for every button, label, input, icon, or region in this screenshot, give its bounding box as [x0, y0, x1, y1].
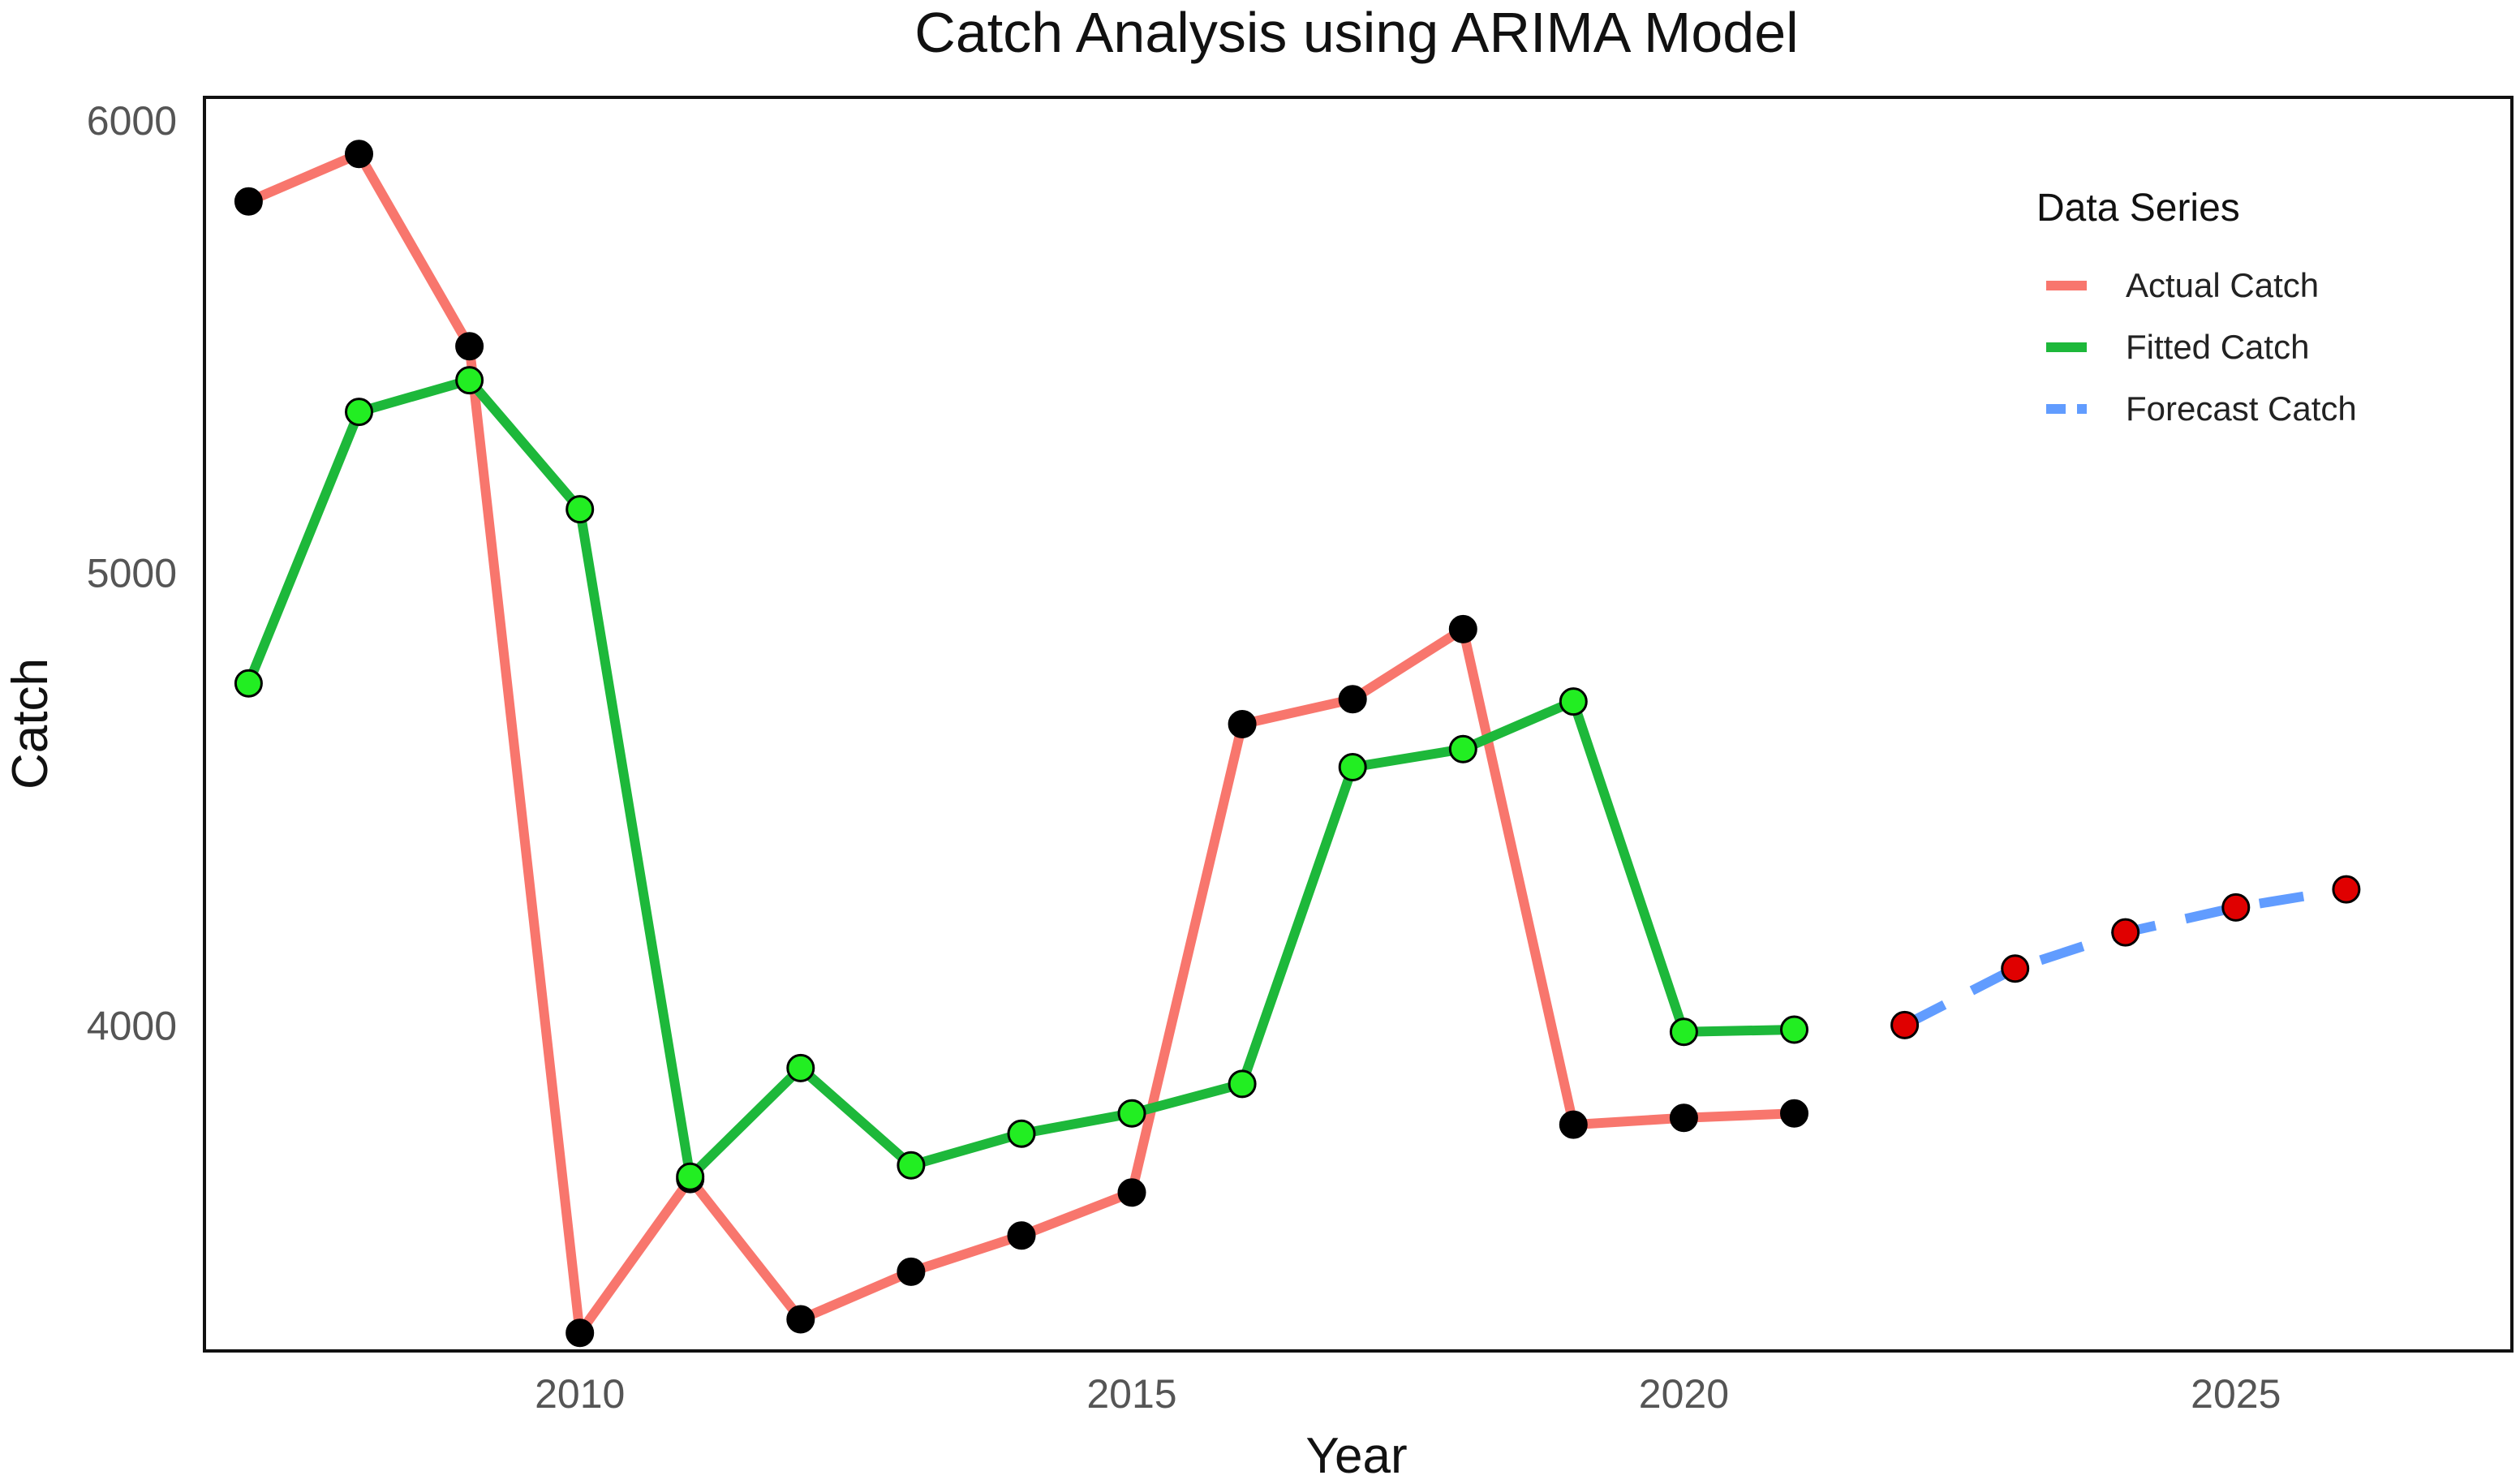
actual-catch-point: [345, 140, 373, 169]
plot-panel-border: [203, 96, 2514, 1353]
fitted-catch-point: [565, 495, 595, 524]
fitted-catch-point: [1338, 753, 1367, 781]
fitted-catch-legend-label: Fitted Catch: [2126, 328, 2309, 366]
fitted-catch-point: [234, 669, 263, 698]
fitted-catch-point: [345, 398, 373, 427]
fitted-catch-point: [786, 1053, 815, 1082]
y-tick-label: 6000: [87, 98, 177, 144]
actual-catch-point: [1007, 1221, 1036, 1250]
actual-catch-point: [897, 1257, 926, 1286]
forecast-catch-point: [1890, 1010, 1920, 1039]
actual-catch-point: [234, 187, 263, 216]
x-tick-label: 2015: [1086, 1371, 1176, 1417]
actual-catch-legend-label: Actual Catch: [2126, 266, 2319, 304]
x-tick-label: 2020: [1639, 1371, 1729, 1417]
actual-catch-point: [1228, 710, 1257, 738]
x-axis-title: Year: [1305, 1428, 1407, 1484]
legend-title: Data Series: [2036, 187, 2240, 230]
y-tick-label: 5000: [87, 551, 177, 596]
y-tick-label: 4000: [87, 1003, 177, 1048]
fitted-catch-point: [676, 1162, 705, 1191]
y-axis-title: Catch: [2, 658, 58, 789]
x-axis-ticks: 2010 2015 2020 2025: [535, 1371, 2281, 1417]
actual-catch-point: [1338, 685, 1367, 714]
fitted-catch-point: [1559, 687, 1588, 716]
fitted-catch-point: [1117, 1099, 1146, 1128]
forecast-catch-point: [2111, 918, 2140, 947]
chart-title: Catch Analysis using ARIMA Model: [914, 1, 1798, 64]
fitted-catch-point: [1448, 734, 1477, 764]
actual-catch-point: [786, 1305, 815, 1334]
fitted-catch-point: [1669, 1017, 1698, 1047]
actual-catch-point: [1559, 1110, 1588, 1139]
actual-catch-point: [455, 332, 484, 361]
fitted-catch-point: [1007, 1119, 1036, 1148]
y-axis-ticks: 4000 5000 6000: [87, 98, 177, 1049]
actual-catch-point: [1448, 614, 1477, 643]
actual-catch-point: [1669, 1103, 1698, 1133]
forecast-catch-point: [2001, 954, 2030, 983]
fitted-catch-point: [1228, 1069, 1257, 1099]
legend-items: Actual Catch Fitted Catch Forecast Catch: [2046, 266, 2357, 428]
forecast-catch-point: [2332, 875, 2361, 904]
fitted-catch-point: [455, 366, 484, 395]
forecast-catch-legend-label: Forecast Catch: [2126, 389, 2357, 428]
actual-catch-point: [1780, 1099, 1808, 1128]
fitted-catch-point: [1780, 1015, 1808, 1044]
actual-catch-point: [565, 1318, 595, 1348]
x-tick-label: 2010: [535, 1371, 625, 1417]
fitted-catch-point: [897, 1151, 926, 1180]
x-tick-label: 2025: [2191, 1371, 2281, 1417]
forecast-catch-point: [2221, 893, 2251, 922]
legend: Data Series Actual Catch Fitted Catch Fore…: [2036, 187, 2357, 428]
actual-catch-point: [1117, 1178, 1146, 1207]
marker-layer: [234, 140, 2361, 1348]
